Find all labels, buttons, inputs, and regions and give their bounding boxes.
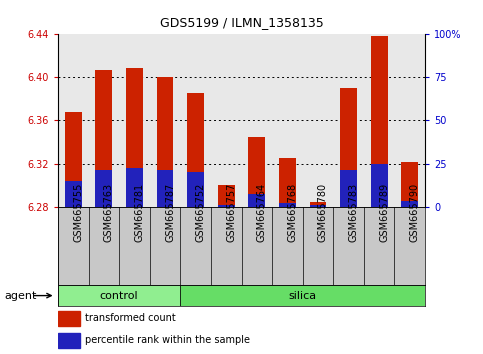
Bar bbox=[180, 285, 425, 306]
Bar bbox=[340, 170, 357, 207]
Bar bbox=[218, 205, 235, 207]
Text: control: control bbox=[100, 291, 139, 301]
Text: GSM665752: GSM665752 bbox=[196, 183, 206, 242]
Bar bbox=[65, 112, 82, 207]
Text: GSM665763: GSM665763 bbox=[104, 183, 114, 242]
Bar bbox=[187, 93, 204, 207]
Bar bbox=[248, 137, 265, 207]
Bar bbox=[58, 333, 80, 348]
Text: GSM665789: GSM665789 bbox=[379, 183, 389, 242]
Text: GSM665757: GSM665757 bbox=[226, 183, 236, 242]
Text: GSM665768: GSM665768 bbox=[287, 183, 298, 242]
Text: GSM665780: GSM665780 bbox=[318, 183, 328, 242]
Text: GSM665755: GSM665755 bbox=[73, 183, 83, 242]
Bar bbox=[156, 170, 173, 207]
Bar bbox=[96, 170, 112, 207]
Text: GSM665790: GSM665790 bbox=[410, 183, 420, 242]
Bar bbox=[65, 181, 82, 207]
Bar bbox=[96, 70, 112, 207]
Bar bbox=[310, 202, 327, 207]
Text: agent: agent bbox=[5, 291, 37, 301]
Text: GSM665783: GSM665783 bbox=[349, 183, 358, 242]
Bar bbox=[371, 36, 387, 207]
Bar bbox=[248, 194, 265, 207]
Bar bbox=[371, 164, 387, 207]
Text: GSM665764: GSM665764 bbox=[257, 183, 267, 242]
Text: silica: silica bbox=[289, 291, 317, 301]
Bar bbox=[401, 161, 418, 207]
Bar bbox=[401, 201, 418, 207]
Bar bbox=[218, 185, 235, 207]
Bar bbox=[126, 168, 143, 207]
Text: GSM665787: GSM665787 bbox=[165, 183, 175, 242]
Bar bbox=[279, 158, 296, 207]
Bar bbox=[58, 310, 80, 326]
Bar bbox=[340, 88, 357, 207]
Text: transformed count: transformed count bbox=[85, 313, 176, 323]
Text: percentile rank within the sample: percentile rank within the sample bbox=[85, 335, 251, 345]
Text: GDS5199 / ILMN_1358135: GDS5199 / ILMN_1358135 bbox=[159, 16, 324, 29]
Bar bbox=[310, 205, 327, 207]
Bar bbox=[279, 203, 296, 207]
Bar bbox=[126, 68, 143, 207]
Bar bbox=[187, 172, 204, 207]
Bar bbox=[58, 285, 180, 306]
Text: GSM665781: GSM665781 bbox=[134, 183, 144, 242]
Bar bbox=[156, 77, 173, 207]
